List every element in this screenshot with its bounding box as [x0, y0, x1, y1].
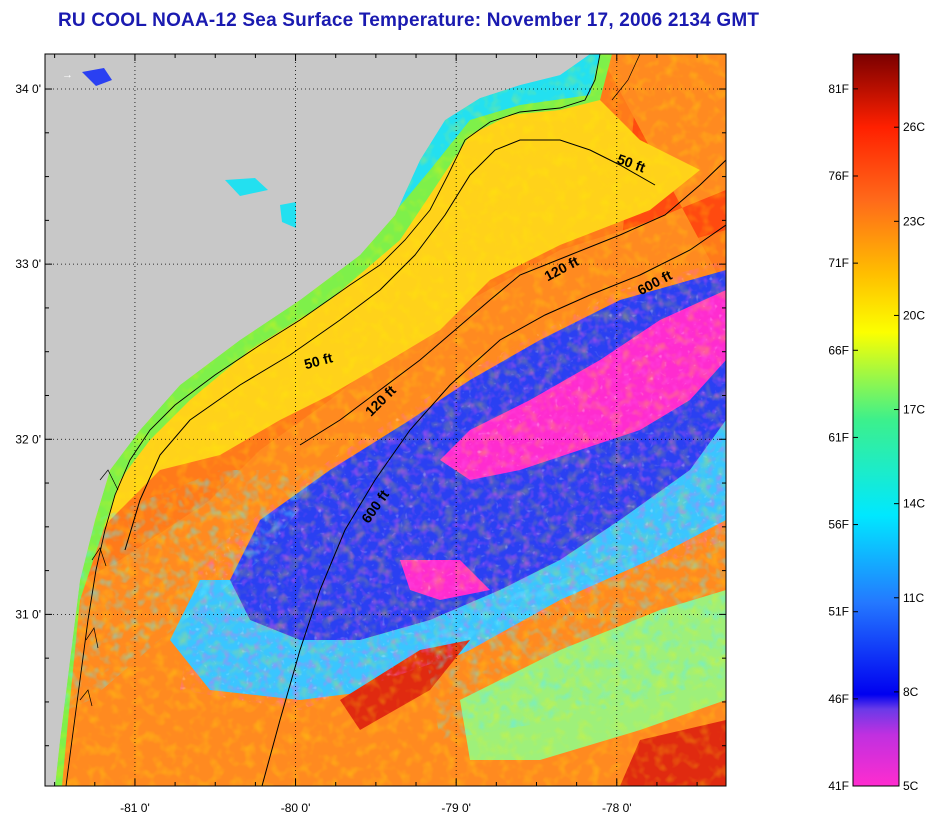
texture-cloud [180, 260, 726, 710]
map-title: RU COOL NOAA-12 Sea Surface Temperature:… [58, 10, 760, 31]
colorbar-f-label: 51F [828, 605, 849, 619]
colorbar-c-label: 14C [903, 497, 925, 511]
lat-tick-label: 31 0' [15, 607, 41, 621]
colorbar-f-label: 56F [828, 518, 849, 532]
inland-water-top [225, 178, 296, 228]
contour-label: 50 ft [302, 349, 334, 372]
lat-tick-label: 34 0' [15, 82, 41, 96]
colorbar-c-label: 11C [903, 591, 924, 605]
colorbar-c-label: 17C [903, 403, 925, 417]
colorbar-c-label: 23C [903, 214, 925, 228]
colorbar-f-label: 41F [828, 779, 849, 793]
lon-tick-label: -81 0' [120, 801, 150, 815]
axis-ticks [45, 54, 726, 786]
colorbar-c-label: 8C [903, 685, 919, 699]
lat-lon-grid [45, 54, 726, 786]
colorbar-f-label: 46F [828, 692, 849, 706]
axis-labels: -81 0' -80 0' -79 0' -78 0' 34 0' 33 0' 32 0' 3… [15, 82, 631, 815]
contour-600ft [261, 224, 726, 786]
colorbar-f-label: 71F [828, 256, 849, 270]
colorbar-c-label: 26C [903, 120, 925, 134]
colorbar-f-label: 61F [828, 430, 849, 444]
sea-island-coast [79, 54, 641, 707]
lon-tick-label: -78 0' [602, 801, 632, 815]
coastline [65, 54, 601, 786]
lat-tick-label: 32 0' [15, 432, 41, 446]
land-mass-top [45, 54, 590, 786]
lon-tick-label: -79 0' [441, 801, 471, 815]
inland-water-upper-left [82, 68, 112, 86]
colorbar-c-label: 20C [903, 308, 925, 322]
upper-left-arrow: → [62, 69, 73, 81]
contour-50ft [124, 139, 656, 551]
colorbar [852, 53, 900, 787]
colorbar-labels: 81F 76F 71F 66F 61F 56F 51F 46F 41F 26C 23C 20C 17C 1… [828, 82, 925, 793]
colorbar-f-label: 66F [828, 343, 849, 357]
colorbar-c-label: 5C [903, 779, 919, 793]
colorbar-f-label: 76F [828, 169, 849, 183]
colorbar-f-label: 81F [828, 82, 849, 96]
lon-tick-label: -80 0' [281, 801, 311, 815]
map-frame [44, 53, 727, 787]
contour-120ft [299, 159, 726, 446]
texture-cyan [45, 470, 726, 740]
lat-tick-label: 33 0' [15, 257, 41, 271]
